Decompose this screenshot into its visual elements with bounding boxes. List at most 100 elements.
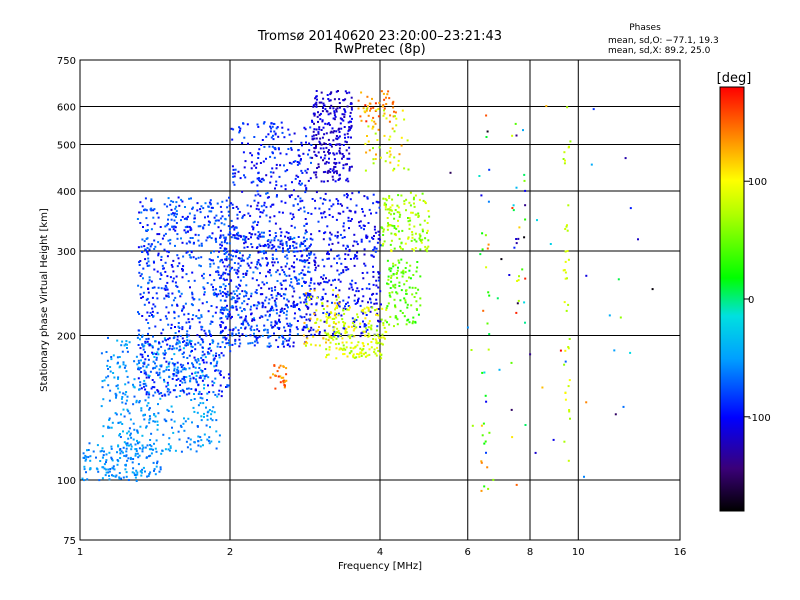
data-point xyxy=(195,378,197,381)
data-point xyxy=(488,333,491,336)
data-point xyxy=(367,301,369,304)
data-point xyxy=(339,334,342,337)
data-point xyxy=(110,447,113,450)
data-point xyxy=(166,275,169,278)
data-point xyxy=(261,304,264,307)
data-point xyxy=(229,317,232,320)
data-point xyxy=(196,334,199,337)
data-point xyxy=(147,391,150,394)
data-point xyxy=(116,451,118,454)
data-point xyxy=(483,442,486,445)
data-point xyxy=(315,134,318,136)
data-point xyxy=(217,273,220,276)
data-point xyxy=(279,375,282,378)
data-point xyxy=(252,304,255,307)
data-point xyxy=(181,326,184,329)
data-point xyxy=(245,292,248,295)
data-point xyxy=(207,384,209,387)
data-point xyxy=(179,379,182,382)
data-point xyxy=(184,381,187,384)
data-point xyxy=(304,232,307,235)
data-point xyxy=(141,434,144,437)
data-point xyxy=(144,358,147,361)
data-point xyxy=(260,231,263,234)
data-point xyxy=(229,227,231,230)
data-point xyxy=(138,261,141,264)
data-point xyxy=(152,367,155,370)
data-point xyxy=(350,325,353,328)
data-point xyxy=(343,353,346,355)
data-point xyxy=(237,237,240,240)
data-point xyxy=(192,363,194,366)
data-point xyxy=(218,277,221,280)
data-point xyxy=(343,133,346,136)
data-point xyxy=(125,454,128,457)
data-point xyxy=(207,205,210,208)
data-point xyxy=(417,212,420,215)
data-point xyxy=(219,332,222,335)
data-point xyxy=(101,380,104,383)
data-point xyxy=(171,345,174,348)
data-point xyxy=(145,393,148,396)
data-point xyxy=(333,317,336,320)
data-point xyxy=(324,170,327,173)
data-point xyxy=(417,313,420,316)
data-point xyxy=(202,444,204,447)
data-point xyxy=(481,371,484,374)
data-point xyxy=(273,130,276,133)
data-point xyxy=(272,122,275,125)
data-point xyxy=(370,341,373,343)
data-point xyxy=(179,348,182,351)
data-point xyxy=(257,179,260,182)
data-point xyxy=(286,298,289,301)
data-point xyxy=(170,358,173,360)
data-point xyxy=(294,276,297,279)
data-point xyxy=(226,385,229,388)
data-point xyxy=(398,281,401,284)
data-point xyxy=(197,393,200,395)
data-point xyxy=(275,180,278,183)
data-point xyxy=(126,343,128,346)
data-point xyxy=(183,417,185,420)
data-point xyxy=(346,105,349,108)
data-point xyxy=(208,352,211,355)
data-point xyxy=(318,331,321,333)
data-point xyxy=(309,293,312,296)
data-point xyxy=(213,411,216,414)
data-point xyxy=(183,379,186,381)
data-point xyxy=(329,171,332,174)
data-point xyxy=(291,285,294,288)
data-point xyxy=(322,212,325,215)
data-point xyxy=(335,162,338,164)
data-point xyxy=(365,236,368,239)
data-point xyxy=(310,295,313,298)
data-point xyxy=(250,167,253,170)
data-point xyxy=(220,210,223,213)
data-point xyxy=(267,246,270,249)
data-point xyxy=(127,457,130,460)
data-point xyxy=(367,335,370,338)
data-point xyxy=(176,237,179,240)
data-point xyxy=(529,353,532,356)
data-point xyxy=(322,312,325,314)
data-point xyxy=(567,258,570,261)
data-point xyxy=(348,168,351,170)
data-point xyxy=(350,108,353,111)
data-point xyxy=(563,301,566,304)
data-point xyxy=(410,239,413,242)
data-point xyxy=(148,415,151,418)
data-point xyxy=(351,317,354,320)
data-point xyxy=(156,311,159,314)
data-point xyxy=(201,371,204,374)
data-point xyxy=(235,308,238,311)
data-point xyxy=(322,297,324,300)
data-point xyxy=(377,286,380,289)
data-point xyxy=(181,308,184,311)
data-point xyxy=(274,148,277,151)
data-point xyxy=(193,221,196,224)
data-point xyxy=(206,438,209,441)
data-point xyxy=(274,232,277,234)
data-point xyxy=(374,122,377,125)
data-point xyxy=(303,301,306,304)
data-point xyxy=(281,343,284,346)
